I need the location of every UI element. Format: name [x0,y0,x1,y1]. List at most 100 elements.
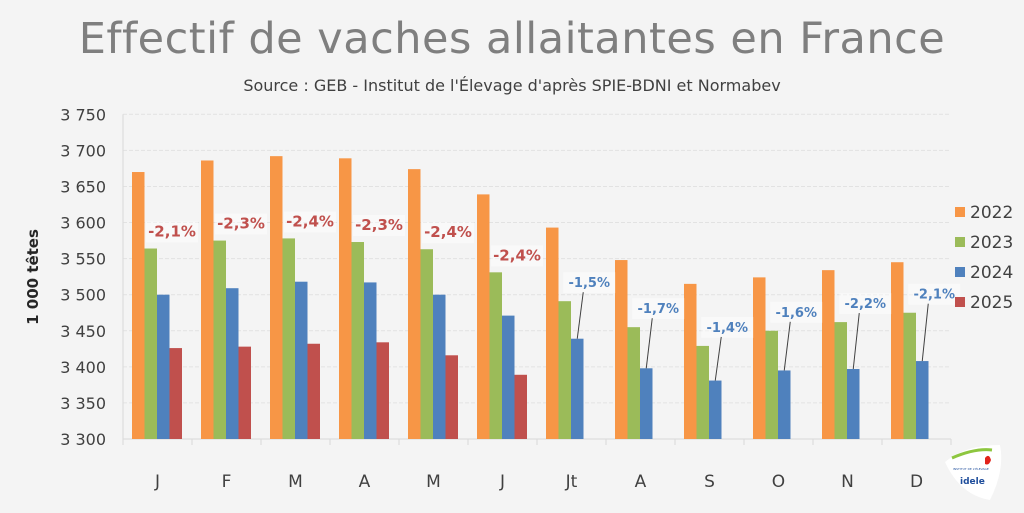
annotation-leader-line [783,321,791,371]
logo-swoosh [951,448,993,460]
x-tick-label: O [772,472,785,492]
bar-2022 [615,260,628,439]
annotation-background [353,215,405,237]
bar-2023 [834,322,847,439]
bar-2023 [489,272,502,439]
annotation-background [491,245,543,267]
annotation-background [908,283,961,305]
annotation-label: -2,3% [217,215,265,233]
legend-swatch-2024 [955,267,965,277]
y-tick-label: 3 700 [60,141,106,160]
y-tick-label: 3 450 [60,322,106,341]
logo-flag-icon [985,455,991,465]
x-tick-label: N [841,472,854,492]
legend-label: 2024 [970,263,1013,283]
bar-2025 [307,343,320,439]
annotation-leader-line [714,336,722,381]
bar-2022 [339,158,352,440]
bar-2024 [502,315,515,439]
logo-background [945,445,1002,500]
x-tick-label: S [704,472,715,492]
bar-2025 [169,348,182,439]
annotation-leader-line [852,313,860,370]
logo-text: idele [960,477,985,487]
x-tick-label: M [288,472,303,492]
annotation-label: -2,3% [355,216,403,234]
bar-2024 [364,282,377,439]
bar-2023 [627,327,640,439]
bar-2024 [640,368,653,439]
bar-2022 [201,160,214,439]
annotation-background [146,221,198,243]
x-tick-label: D [910,472,923,492]
annotation-background [701,316,754,338]
legend-label: 2023 [970,233,1013,253]
annotation-label: -1,7% [638,302,679,317]
annotation-label: -2,4% [424,223,472,241]
bar-2024 [433,294,446,439]
y-axis-label: 1 000 têtes [24,229,42,325]
annotation-leader-line [921,303,929,362]
y-tick-label: 3 650 [60,177,106,196]
bar-2023 [282,238,295,439]
bar-2023 [558,301,571,439]
bar-2023 [144,248,157,439]
chart-subtitle: Source : GEB - Institut de l'Élevage d'a… [243,76,781,95]
y-tick-label: 3 300 [60,430,106,449]
annotation-background [839,293,892,315]
legend-label: 2022 [970,203,1013,223]
y-tick-label: 3 350 [60,394,106,413]
bar-2023 [213,240,226,439]
annotation-background [563,272,616,294]
annotation-label: -2,1% [148,223,196,241]
bar-2024 [916,361,929,439]
chart-title: Effectif de vaches allaitantes en France [78,14,946,64]
bar-2023 [903,312,916,439]
annotation-leader-line [576,292,584,339]
bar-2025 [514,374,527,439]
bar-2022 [822,270,835,439]
annotation-background [632,298,685,320]
x-tick-label: M [426,472,441,492]
logo-subtext: INSTITUT DE L'ÉLEVAGE [953,466,989,471]
annotation-label: -1,5% [569,276,610,291]
annotation-background [770,301,823,323]
bar-2024 [571,338,584,439]
x-tick-label: J [154,472,160,492]
bar-2022 [753,277,766,439]
bar-2022 [546,227,559,439]
annotation-label: -1,4% [707,321,748,336]
x-tick-label: A [359,472,371,492]
annotation-label: -2,4% [286,212,334,230]
legend-swatch-2023 [955,237,965,247]
bar-2023 [765,330,778,439]
bar-2024 [157,294,170,439]
y-tick-label: 3 550 [60,250,106,269]
legend-swatch-2025 [955,297,965,307]
bar-2025 [376,342,389,439]
y-tick-label: 3 600 [60,214,106,233]
x-tick-label: F [222,472,232,492]
annotation-label: -1,6% [776,306,817,321]
y-tick-label: 3 400 [60,358,106,377]
legend-label: 2025 [970,293,1013,313]
bar-2024 [847,369,860,439]
x-tick-label: J [499,472,505,492]
bar-2022 [684,283,697,439]
annotation-background [215,213,267,235]
bar-2022 [270,156,283,440]
annotation-leader-line [645,318,653,369]
bar-2024 [295,281,308,439]
bar-2024 [778,370,791,439]
annotation-background [284,211,336,233]
bar-2023 [696,345,709,439]
annotation-background [422,222,474,244]
bar-2022 [891,262,904,439]
x-tick-label: Jt [565,472,578,492]
annotation-label: -2,1% [914,288,955,303]
bar-2024 [226,288,239,439]
bar-2025 [445,355,458,439]
bar-2023 [420,249,433,439]
y-tick-label: 3 500 [60,286,106,305]
